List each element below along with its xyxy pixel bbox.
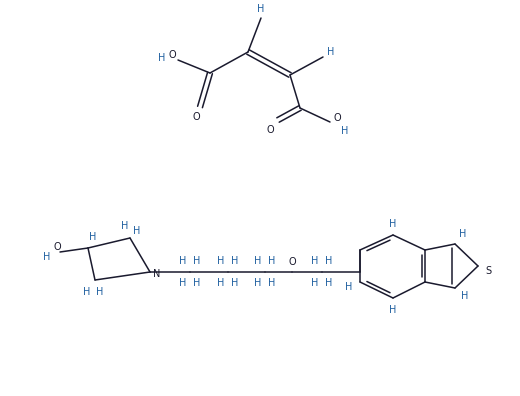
Text: H: H	[96, 287, 103, 297]
Text: H: H	[268, 256, 276, 266]
Text: O: O	[53, 242, 61, 252]
Text: H: H	[257, 4, 265, 14]
Text: O: O	[288, 257, 296, 267]
Text: H: H	[254, 278, 262, 288]
Text: H: H	[389, 305, 397, 315]
Text: H: H	[217, 256, 225, 266]
Text: H: H	[231, 256, 239, 266]
Text: H: H	[179, 256, 187, 266]
Text: H: H	[179, 278, 187, 288]
Text: H: H	[217, 278, 225, 288]
Text: H: H	[461, 291, 469, 301]
Text: H: H	[327, 47, 335, 57]
Text: H: H	[345, 282, 353, 292]
Text: O: O	[333, 113, 341, 123]
Text: H: H	[193, 278, 201, 288]
Text: H: H	[158, 53, 166, 63]
Text: H: H	[311, 278, 319, 288]
Text: H: H	[83, 287, 90, 297]
Text: O: O	[266, 125, 274, 135]
Text: H: H	[326, 256, 333, 266]
Text: H: H	[326, 278, 333, 288]
Text: N: N	[153, 269, 161, 279]
Text: H: H	[389, 219, 397, 229]
Text: H: H	[231, 278, 239, 288]
Text: H: H	[193, 256, 201, 266]
Text: H: H	[89, 232, 97, 242]
Text: H: H	[121, 221, 128, 231]
Text: H: H	[459, 229, 466, 239]
Text: O: O	[192, 112, 200, 122]
Text: H: H	[268, 278, 276, 288]
Text: H: H	[43, 252, 50, 262]
Text: S: S	[485, 266, 491, 276]
Text: H: H	[133, 226, 141, 236]
Text: H: H	[254, 256, 262, 266]
Text: H: H	[341, 126, 349, 136]
Text: H: H	[311, 256, 319, 266]
Text: O: O	[168, 50, 176, 60]
